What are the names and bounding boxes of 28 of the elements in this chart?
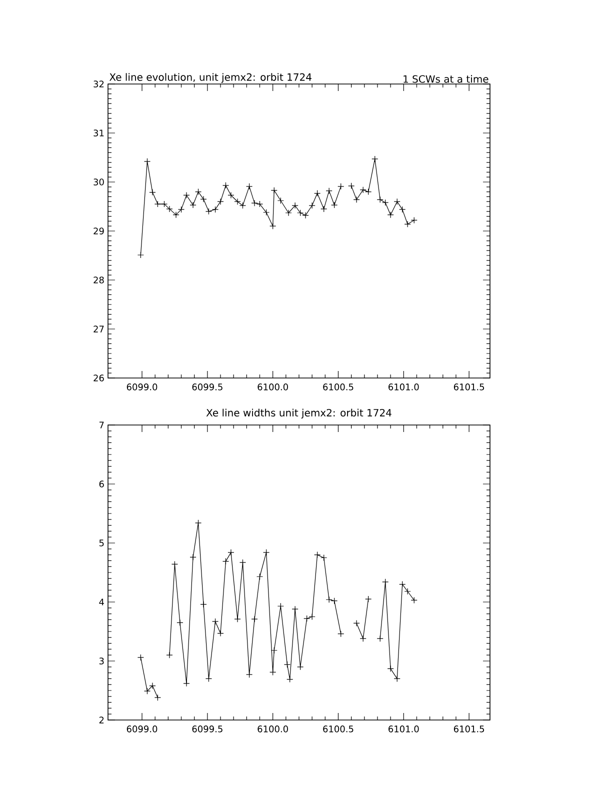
x-tick-label: 6100.0	[258, 384, 288, 390]
x-tick-label: 6100.5	[323, 384, 354, 390]
y-tick-label: 32	[94, 80, 104, 88]
x-tick-label: 6101.5	[454, 726, 484, 732]
x-tick-label: 6100.0	[258, 726, 288, 732]
chart-subtitle: 1 SCWs at a time	[404, 75, 488, 83]
y-tick-label: 26	[94, 374, 104, 382]
y-tick-label: 30	[94, 178, 104, 186]
x-tick-label: 6101.0	[388, 726, 419, 732]
y-tick-label: 29	[94, 228, 104, 234]
x-tick-label: 6099.0	[126, 726, 158, 732]
y-tick-label: 7	[99, 422, 104, 428]
y-tick-label: 31	[94, 130, 104, 136]
x-tick-label: 6101.5	[454, 384, 484, 390]
chart-title: Xe line evolution, unit jemx2: orbit 1724	[110, 73, 312, 83]
y-tick-label: 4	[99, 598, 104, 606]
x-tick-label: 6101.0	[388, 384, 419, 390]
x-tick-label: 6099.5	[192, 384, 222, 390]
y-tick-label: 6	[99, 480, 104, 488]
x-tick-label: 6099.5	[192, 726, 222, 732]
x-tick-label: 6099.0	[126, 384, 158, 390]
y-tick-label: 3	[99, 658, 104, 664]
y-tick-label: 5	[99, 540, 104, 546]
y-tick-label: 27	[94, 326, 104, 332]
y-tick-label: 28	[94, 276, 104, 284]
chart-title: Xe line widths unit jemx2: orbit 1724	[206, 408, 392, 418]
x-tick-label: 6100.5	[323, 726, 354, 732]
y-tick-label: 2	[99, 716, 104, 724]
